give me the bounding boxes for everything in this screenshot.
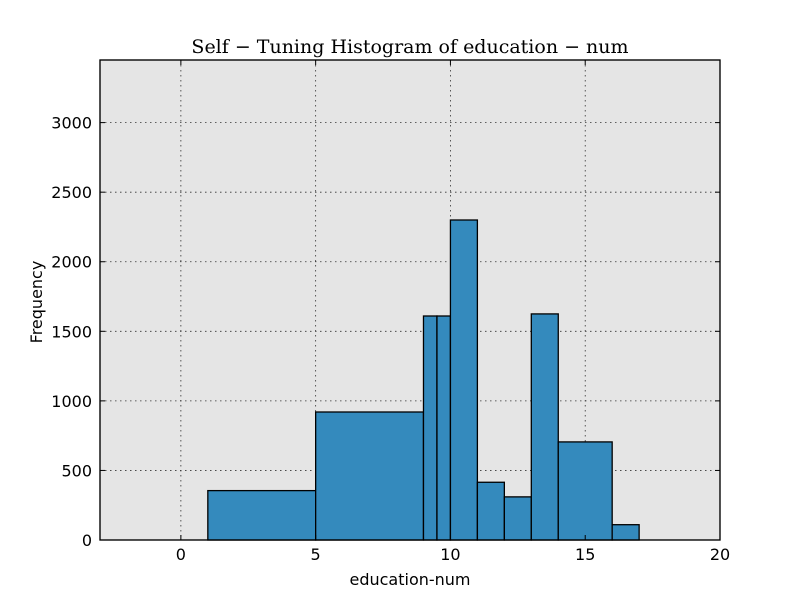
y-tick-label: 500 bbox=[61, 461, 92, 480]
y-axis-label: Frequency bbox=[27, 261, 46, 344]
x-axis-label: education-num bbox=[349, 570, 470, 589]
x-tick-label: 10 bbox=[440, 545, 460, 564]
y-tick-label: 2000 bbox=[51, 253, 92, 272]
y-tick-label: 0 bbox=[82, 531, 92, 550]
histogram-bar bbox=[422, 315, 438, 541]
chart-title: Self − Tuning Histogram of education − n… bbox=[191, 36, 628, 58]
histogram-bar bbox=[207, 489, 317, 541]
x-tick-label: 5 bbox=[311, 545, 321, 564]
histogram-bar bbox=[436, 315, 452, 541]
x-tick-label: 15 bbox=[575, 545, 595, 564]
histogram-bar bbox=[611, 524, 640, 541]
y-tick-label: 1000 bbox=[51, 392, 92, 411]
histogram-bar bbox=[503, 496, 532, 541]
x-tick-label: 0 bbox=[176, 545, 186, 564]
histogram-bar bbox=[476, 481, 505, 541]
y-tick-label: 3000 bbox=[51, 114, 92, 133]
y-tick-label: 1500 bbox=[51, 322, 92, 341]
histogram-bar bbox=[557, 441, 613, 541]
histogram-bar bbox=[315, 411, 425, 541]
y-tick-label: 2500 bbox=[51, 183, 92, 202]
axis-ticks: 0 5 10 15 20 0 500 1000 1500 2000 2500 3000 bbox=[51, 60, 730, 564]
x-tick-label: 20 bbox=[710, 545, 730, 564]
histogram-bar bbox=[449, 219, 479, 541]
plot-border bbox=[99, 59, 721, 541]
histogram-bar bbox=[530, 313, 559, 541]
